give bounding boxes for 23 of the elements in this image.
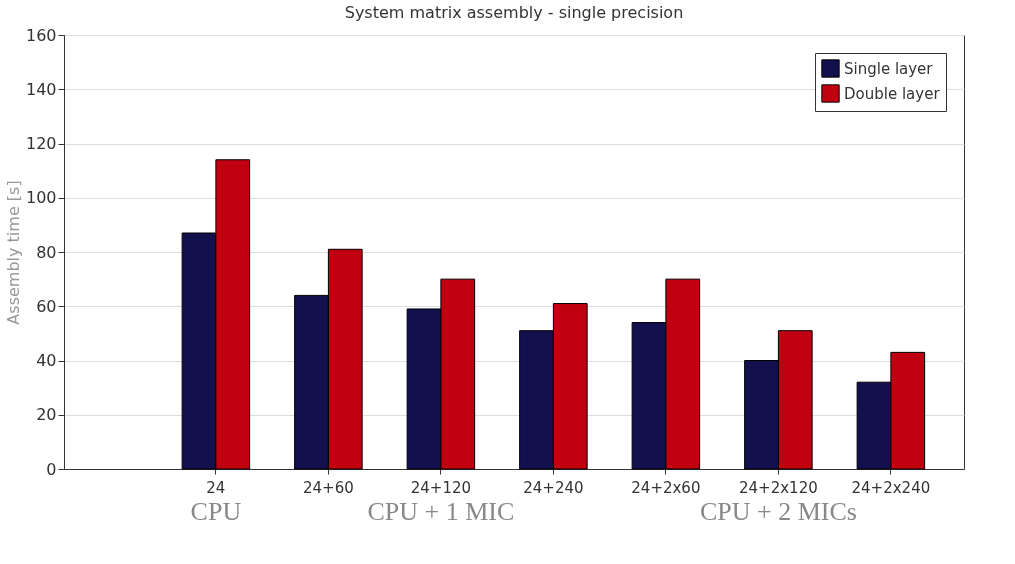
x-tick-label: 24+2x120 [739, 478, 818, 497]
y-tick-label: 60 [36, 296, 57, 316]
y-tick-label: 0 [46, 459, 57, 479]
x-tick-label: 24+60 [303, 478, 354, 497]
x-tick-label: 24+2x240 [851, 478, 931, 497]
y-tick-label: 80 [36, 242, 57, 262]
y-tick-label: 20 [36, 405, 57, 425]
y-axis-title: Assembly time [s] [3, 180, 23, 325]
text: CPU [190, 497, 242, 526]
y-tick-label: 40 [36, 351, 57, 370]
x-tick-label: 24+120 [410, 478, 472, 497]
x-tick-label: 24+2x60 [631, 478, 701, 497]
y-tick-label: 100 [25, 188, 57, 208]
y-tick-label: 120 [25, 134, 57, 153]
text: CPU + 2 MICs [699, 497, 857, 526]
legend-label: Single layer [844, 59, 934, 78]
x-tick-label: 24+240 [523, 478, 584, 497]
chart-title: System matrix assembly - single precision [344, 3, 684, 22]
x-tick-label: 24 [206, 478, 226, 497]
y-tick-label: 160 [25, 25, 57, 45]
legend-label: Double layer [844, 84, 941, 103]
y-tick-label: 140 [25, 79, 57, 99]
text: CPU + 1 MIC [367, 497, 515, 526]
